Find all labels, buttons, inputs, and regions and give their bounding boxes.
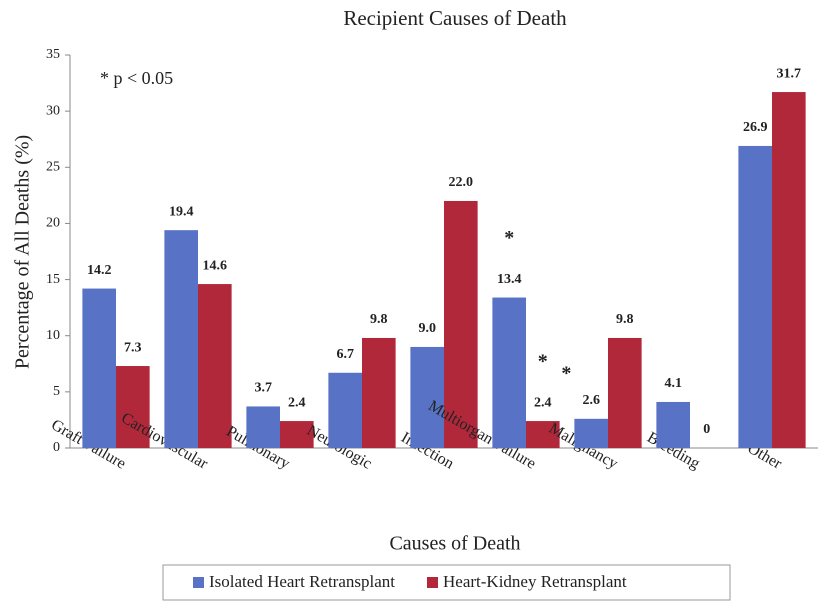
legend-box xyxy=(162,564,731,601)
bar xyxy=(492,297,526,448)
bar xyxy=(198,284,232,448)
y-tick-label: 5 xyxy=(53,384,60,399)
value-label: 31.7 xyxy=(777,66,802,81)
value-label: 9.8 xyxy=(616,312,634,327)
bar xyxy=(608,337,642,448)
bar xyxy=(82,288,116,448)
significance-marker: * xyxy=(504,227,514,249)
bar xyxy=(246,406,280,448)
bar xyxy=(656,401,690,448)
y-tick-label: 10 xyxy=(46,328,60,343)
value-label: 4.1 xyxy=(664,376,682,391)
value-label: 2.4 xyxy=(534,395,552,410)
bar xyxy=(444,200,478,448)
bar xyxy=(116,366,150,448)
chart-title: Recipient Causes of Death xyxy=(343,6,567,30)
y-axis-label: Percentage of All Deaths (%) xyxy=(12,135,34,369)
value-label: 6.7 xyxy=(336,347,354,362)
legend-label: Isolated Heart Retransplant xyxy=(209,572,395,591)
legend-swatch xyxy=(427,577,438,588)
y-tick-label: 0 xyxy=(53,440,60,455)
y-tick-label: 30 xyxy=(46,103,60,118)
significance-marker: * xyxy=(561,362,571,384)
value-label: 22.0 xyxy=(449,175,474,190)
bar xyxy=(738,145,772,449)
value-label: 3.7 xyxy=(254,381,272,396)
value-label: 13.4 xyxy=(497,272,522,287)
bar xyxy=(574,418,608,448)
bar xyxy=(328,372,362,448)
value-label: 14.6 xyxy=(203,258,228,273)
x-axis-label: Causes of Death xyxy=(389,533,520,555)
value-label: 26.9 xyxy=(743,120,768,135)
annotation: * p < 0.05 xyxy=(100,68,173,88)
value-label: 0 xyxy=(703,422,710,437)
significance-marker: * xyxy=(538,351,548,373)
value-label: 2.4 xyxy=(288,395,306,410)
bar xyxy=(362,337,396,448)
bar xyxy=(526,421,560,448)
y-tick-label: 15 xyxy=(46,272,60,287)
value-label: 9.0 xyxy=(418,321,436,336)
value-label: 7.3 xyxy=(124,340,142,355)
bar xyxy=(410,346,444,448)
bar xyxy=(772,92,806,448)
y-tick-label: 20 xyxy=(46,216,60,231)
legend-label: Heart-Kidney Retransplant xyxy=(443,572,627,591)
bar xyxy=(280,421,314,448)
y-tick-label: 35 xyxy=(46,47,60,62)
value-label: 9.8 xyxy=(370,312,388,327)
value-label: 2.6 xyxy=(582,393,600,408)
bar xyxy=(164,230,198,448)
legend-swatch xyxy=(193,577,204,588)
y-tick-label: 25 xyxy=(46,160,60,175)
value-label: 14.2 xyxy=(87,263,112,278)
value-label: 19.4 xyxy=(169,204,194,219)
